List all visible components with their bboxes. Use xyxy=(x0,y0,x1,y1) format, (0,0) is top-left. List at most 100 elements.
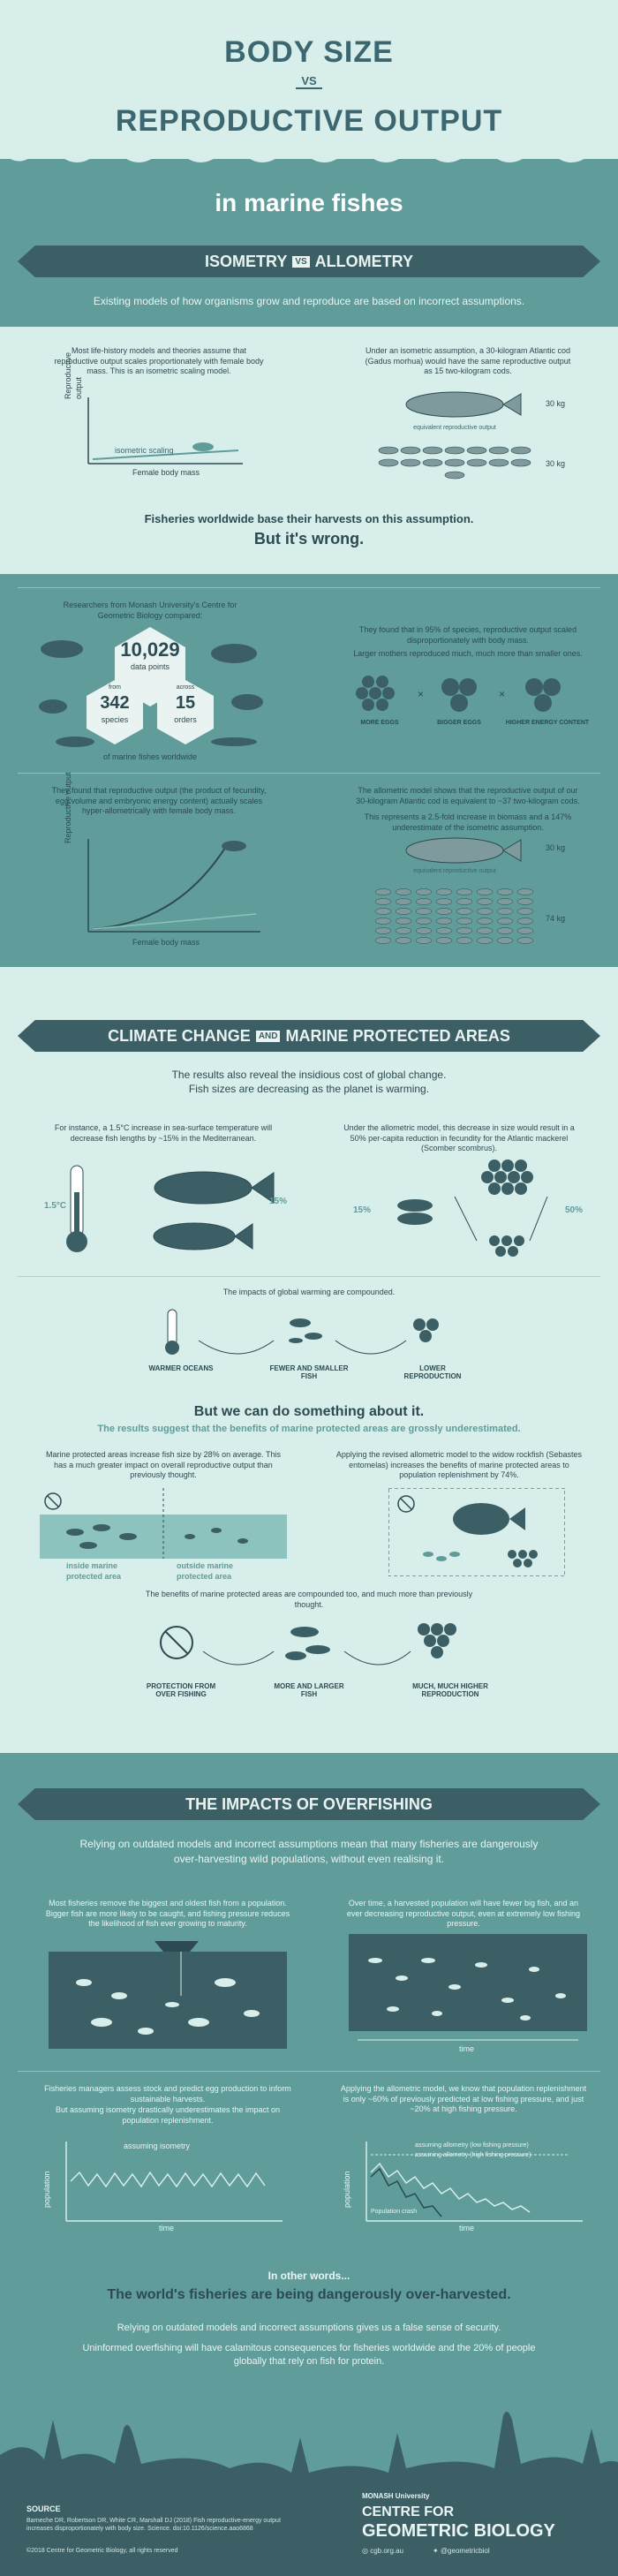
small-cod xyxy=(496,888,514,895)
divider-4 xyxy=(18,2071,600,2072)
centre-line2: GEOMETRIC BIOLOGY xyxy=(362,2521,555,2541)
title-line1: BODY SIZE xyxy=(224,35,394,69)
allo-equivalent-label: equivalent reproductive output xyxy=(413,868,496,874)
small-cod xyxy=(374,927,392,934)
stat-species-value: 342 xyxy=(100,693,130,713)
chart2-legend1: assuming allometry (low fishing pressure… xyxy=(415,2142,529,2149)
twitter-link[interactable]: ✦ @geometricbiol xyxy=(433,2547,490,2555)
egg-label-bigger: BIGGER EGGS xyxy=(437,720,481,726)
ribbon-overfishing: THE IMPACTS OF OVERFISHING xyxy=(18,1788,600,1820)
chart2-ylabel: population xyxy=(343,2171,351,2208)
hyper-text: They found that reproductive output (the… xyxy=(51,786,267,816)
small-cod xyxy=(476,927,494,934)
title-vs: VS xyxy=(296,74,322,89)
allo-cod-illustration xyxy=(374,837,534,944)
small-cod xyxy=(456,888,473,895)
hyper-graph xyxy=(87,839,260,933)
stat-footer: of marine fishes worldwide xyxy=(102,752,198,761)
compound-text: The impacts of global warming are compou… xyxy=(222,1288,396,1296)
small-cod xyxy=(496,927,514,934)
researchers-fish-hex xyxy=(39,627,263,747)
small-cod xyxy=(516,918,534,925)
small-cod xyxy=(395,918,412,925)
twitter-text: @geometricbiol xyxy=(440,2547,490,2555)
chart2-crash: Population crash xyxy=(371,2209,418,2215)
monash-logo-text: MONASH University xyxy=(362,2492,430,2500)
benefit-more-fish: MORE AND LARGER FISH xyxy=(274,1682,344,1698)
found-text2: Larger mothers reproduced much, much mor… xyxy=(353,649,583,658)
remove-text: Most fisheries remove the biggest and ol… xyxy=(45,1899,290,1929)
stat-orders-label: orders xyxy=(174,715,197,724)
web-link[interactable]: ◎ cgb.org.au xyxy=(362,2547,403,2555)
svg-text:×: × xyxy=(499,688,505,700)
hyper-axis-y: Reproductive output xyxy=(64,772,72,843)
small-cod xyxy=(435,888,453,895)
benefit-protection: PROTECTION FROM OVER FISHING xyxy=(146,1682,216,1698)
temp-text: For instance, a 1.5°C increase in sea-su… xyxy=(54,1123,273,1143)
climate-chain xyxy=(165,1309,439,1355)
footer-band xyxy=(0,2482,618,2576)
small-cod xyxy=(415,908,433,915)
mackerel-illustration xyxy=(397,1160,548,1257)
iso-equivalent-label: equivalent reproductive output xyxy=(413,425,496,431)
temp-label: 1.5°C xyxy=(44,1201,67,1211)
stat-species-prefix: from xyxy=(109,684,121,691)
benefit-text: The benefits of marine protected areas a… xyxy=(145,1590,473,1609)
section1-intro: Existing models of how organisms grow an… xyxy=(93,295,525,307)
allo-weight-bottom: 74 kg xyxy=(546,914,566,923)
ribbon-and: AND xyxy=(255,1030,281,1042)
managers-text1: Fisheries managers assess stock and pred… xyxy=(44,2084,291,2104)
twitter-icon: ✦ xyxy=(433,2547,441,2555)
temp-illustration xyxy=(66,1165,275,1252)
good-news2: The results suggest that the benefits of… xyxy=(97,1424,521,1434)
over-time-text: Over time, a harvested population will h… xyxy=(346,1899,581,1929)
allometric-text: Applying the allometric model, we know t… xyxy=(340,2084,587,2114)
small-cod xyxy=(456,918,473,925)
allo-weight-top: 30 kg xyxy=(546,843,566,852)
ribbon-left-text: ISOMETRY xyxy=(204,252,288,270)
source-text: Barneche DR, Robertson DR, White CR, Mar… xyxy=(26,2518,281,2533)
small-cod xyxy=(496,898,514,905)
allometry-population-chart xyxy=(366,2142,583,2222)
title-line2: REPRODUCTIVE OUTPUT xyxy=(115,104,503,138)
ribbon-climate-right: MARINE PROTECTED AREAS xyxy=(285,1026,510,1045)
globe-icon: ◎ xyxy=(362,2547,371,2555)
small-cod xyxy=(374,918,392,925)
small-cod xyxy=(476,908,494,915)
web-text: cgb.org.au xyxy=(370,2547,404,2555)
chart2-legend2: assuming allometry (high fishing pressur… xyxy=(415,2152,531,2158)
small-cod xyxy=(516,908,534,915)
small-cod xyxy=(456,908,473,915)
allo-text1: The allometric model shows that the repr… xyxy=(356,786,580,805)
small-cod xyxy=(496,937,514,944)
seafloor-silhouette xyxy=(0,2412,618,2490)
small-cod xyxy=(374,908,392,915)
good-news1: But we can do something about it. xyxy=(193,1404,425,1419)
hyper-axis-x: Female body mass xyxy=(132,938,200,947)
mpa-illustration xyxy=(40,1488,287,1559)
centre-line1: CENTRE FOR xyxy=(362,2504,454,2519)
isometry-population-chart xyxy=(65,2142,283,2222)
stat-data-points-value: 10,029 xyxy=(120,638,180,661)
iso-example-text: Under an isometric assumption, a 30-kilo… xyxy=(365,346,571,376)
climate-intro1: The results also reveal the insidious co… xyxy=(171,1069,447,1081)
ribbon-overfishing-text: THE IMPACTS OF OVERFISHING xyxy=(185,1794,433,1813)
ribbon-climate: CLIMATE CHANGE AND MARINE PROTECTED AREA… xyxy=(18,1020,600,1052)
header-wave xyxy=(0,150,618,162)
small-cod xyxy=(435,908,453,915)
mpa-inside: inside marine protected area xyxy=(66,1561,122,1581)
chart1-ylabel: population xyxy=(42,2171,51,2208)
mpa-text: Marine protected areas increase fish siz… xyxy=(46,1450,281,1480)
small-cod xyxy=(516,927,534,934)
small-cod xyxy=(516,937,534,944)
small-cod xyxy=(516,898,534,905)
mpa-outside: outside marine protected area xyxy=(177,1561,234,1581)
subtitle: in marine fishes xyxy=(215,189,403,216)
small-cod xyxy=(415,898,433,905)
iso-axis-y: Reproductive output xyxy=(64,351,83,399)
small-cod xyxy=(516,888,534,895)
divider-3 xyxy=(18,1276,600,1277)
egg-comparison: × × xyxy=(356,676,561,712)
small-cod xyxy=(456,937,473,944)
